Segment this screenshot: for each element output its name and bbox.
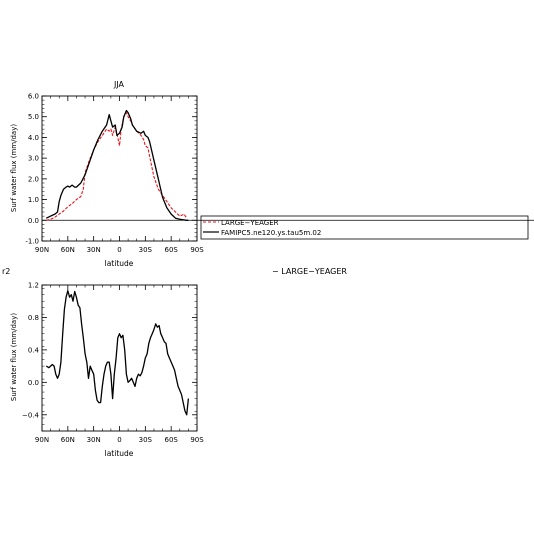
bottom-chart-title: − LARGE−YEAGER [272, 267, 347, 276]
x-axis-label: latitude [105, 449, 134, 458]
y-tick-label: −0.4 [22, 411, 40, 419]
x-tick-label: 60N [61, 436, 75, 444]
series-line-large-yeager [46, 112, 188, 221]
y-tick-label: 5.0 [28, 113, 39, 121]
legend: LARGE−YEAGER FAMIPC5.ne120.ys.tau5m.02 [200, 215, 529, 240]
y-tick-label: 0.0 [28, 379, 39, 387]
x-tick-label: 60N [61, 246, 75, 254]
y-tick-label: 0.0 [28, 217, 39, 225]
x-tick-label: 90N [35, 246, 49, 254]
y-tick-label: 3.0 [28, 155, 39, 163]
y-axis-label: Surf water flux (mm/day) [10, 124, 18, 212]
x-tick-label: 30N [87, 246, 101, 254]
x-tick-label: 0 [117, 246, 121, 254]
y-tick-label: -1.0 [25, 238, 39, 246]
series-line-famipc5 [46, 109, 189, 221]
y-tick-label: 4.0 [28, 134, 39, 142]
legend-box [200, 215, 529, 240]
y-tick-label: 1.0 [28, 196, 39, 204]
x-tick-label: 90S [190, 436, 204, 444]
bottom-title-fragment: r2 [2, 267, 10, 276]
x-tick-label: 30S [139, 436, 153, 444]
y-tick-label: 6.0 [28, 93, 39, 101]
series-line-difference [45, 290, 190, 416]
x-tick-label: 30N [87, 436, 101, 444]
y-tick-label: 0.4 [28, 346, 40, 354]
x-tick-label: 0 [117, 436, 121, 444]
legend-entry-large-yeager: LARGE−YEAGER [221, 219, 279, 227]
y-axis-label: Surf water flux (mm/day) [10, 313, 18, 401]
y-tick-label: 0.8 [28, 314, 39, 322]
legend-entry-famipc5: FAMIPC5.ne120.ys.tau5m.02 [221, 229, 321, 237]
x-tick-label: 90S [190, 246, 204, 254]
chart-title: JJA [113, 80, 125, 89]
y-tick-label: 2.0 [28, 175, 39, 183]
x-tick-label: 90N [35, 436, 49, 444]
x-tick-label: 60S [164, 246, 178, 254]
x-tick-label: 60S [164, 436, 178, 444]
y-tick-label: 1.2 [28, 282, 39, 290]
x-tick-label: 30S [139, 246, 153, 254]
x-axis-label: latitude [105, 259, 134, 268]
plot-frame [41, 95, 198, 242]
